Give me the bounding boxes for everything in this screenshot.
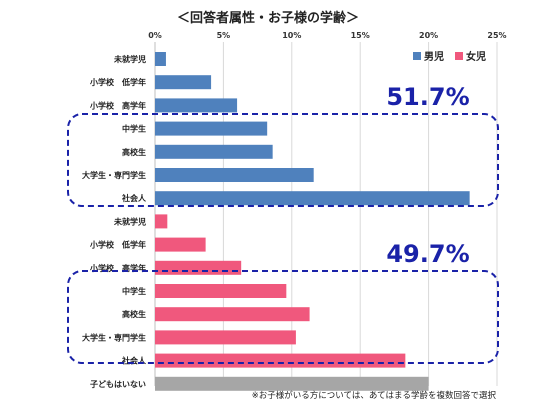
- x-tick-label: 20%: [419, 31, 438, 40]
- girls-highlight-box: [67, 270, 499, 364]
- bar-girls-4: [155, 307, 310, 322]
- bar-boys-4: [155, 144, 273, 159]
- category-label: 小学校 低学年: [89, 240, 146, 250]
- bar-girls-0: [155, 214, 168, 229]
- x-tick-label: 5%: [217, 31, 231, 40]
- boys-highlight-box: [67, 113, 499, 207]
- category-label: 未就学児: [113, 216, 146, 226]
- x-tick-label: 0%: [148, 31, 162, 40]
- bar-boys-2: [155, 98, 238, 113]
- x-tick-label: 25%: [487, 31, 506, 40]
- category-label: 大学生・専門学生: [82, 332, 146, 342]
- bar-boys-1: [155, 75, 212, 90]
- boys-highlight-value: 51.7%: [386, 83, 469, 111]
- category-label: 中学生: [122, 124, 146, 134]
- bar-girls-1: [155, 237, 206, 252]
- category-label: 高校生: [122, 147, 146, 157]
- category-label: 子どもはいない: [90, 379, 146, 389]
- bar-girls-2: [155, 260, 242, 275]
- bar-girls-3: [155, 284, 287, 298]
- category-label: 未就学児: [113, 54, 146, 64]
- bar-girls-5: [155, 330, 296, 345]
- bar-boys-3: [155, 121, 268, 136]
- category-label: 社会人: [121, 356, 147, 366]
- x-tick-label: 10%: [282, 31, 301, 40]
- category-label: 小学校 高学年: [89, 263, 146, 273]
- category-label: 小学校 高学年: [89, 100, 146, 110]
- bar-boys-0: [155, 52, 166, 66]
- category-label: 小学校 低学年: [89, 77, 146, 87]
- bar-boys-5: [155, 168, 314, 182]
- category-label: 中学生: [122, 286, 146, 296]
- footnote: ※お子様がいる方については、あてはまる学齢を複数回答で選択: [252, 390, 497, 401]
- girls-highlight-value: 49.7%: [386, 240, 469, 268]
- legend-swatch-boys: [413, 52, 421, 60]
- bar-none-0: [155, 376, 429, 391]
- bar-boys-6: [155, 191, 470, 206]
- x-tick-label: 15%: [351, 31, 370, 40]
- category-label: 社会人: [121, 193, 147, 203]
- legend: 男児 女児: [413, 50, 486, 63]
- bars-layer: [155, 52, 470, 391]
- chart-title: ＜回答者属性・お子様の学齢＞: [177, 10, 359, 26]
- category-label: 大学生・専門学生: [82, 170, 146, 180]
- legend-label-boys: 男児: [424, 50, 444, 63]
- category-label: 高校生: [122, 309, 146, 319]
- legend-label-girls: 女児: [466, 50, 486, 63]
- legend-swatch-girls: [455, 52, 463, 60]
- bar-girls-6: [155, 353, 406, 368]
